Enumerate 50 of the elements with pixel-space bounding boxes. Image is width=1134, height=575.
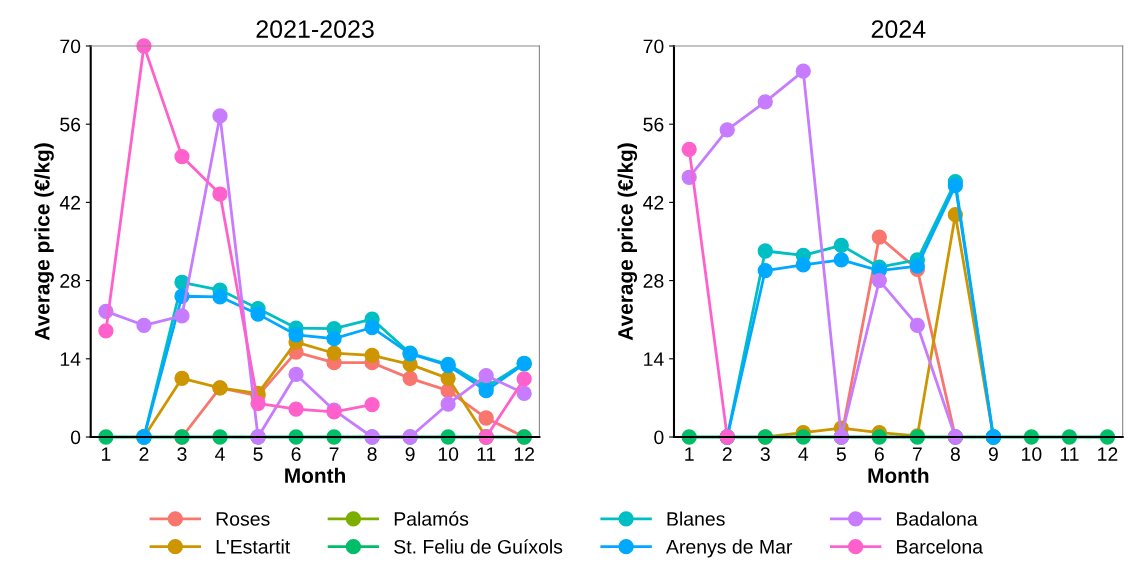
x-tick-label: 9 xyxy=(988,447,998,461)
x-tick-label: 7 xyxy=(912,447,922,461)
x-tick-label: 3 xyxy=(177,447,187,461)
x-tick-label: 9 xyxy=(405,447,415,461)
x-tick-label: 6 xyxy=(874,447,884,461)
legend-label: St. Feliu de Guíxols xyxy=(394,539,563,554)
x-tick-label: 8 xyxy=(367,447,377,461)
x-tick-label: 10 xyxy=(438,447,459,461)
x-tick-label: 2 xyxy=(139,447,149,461)
y-axis-title: Average price (€/kg) xyxy=(34,143,54,341)
y-tick-label: 42 xyxy=(643,195,664,210)
legend-label: Arenys de Mar xyxy=(666,539,793,558)
chart-title: 2021-2023 xyxy=(256,20,374,38)
y-tick-label: 56 xyxy=(60,117,81,132)
y-tick-label: 42 xyxy=(59,195,81,210)
x-tick-label: 1 xyxy=(102,447,111,461)
x-tick-label: 12 xyxy=(514,447,535,461)
x-tick-label: 12 xyxy=(1098,447,1118,461)
y-tick-label: 0 xyxy=(654,430,664,445)
legend-label: Roses xyxy=(216,512,270,526)
y-tick-label: 70 xyxy=(60,39,81,54)
x-axis-title: Month xyxy=(285,467,345,483)
y-tick-label: 28 xyxy=(60,274,81,288)
x-tick-label: 4 xyxy=(215,447,225,461)
x-tick-label: 1 xyxy=(685,447,694,461)
legend-label: Blanes xyxy=(667,511,725,526)
x-tick-label: 5 xyxy=(836,447,846,461)
x-tick-label: 4 xyxy=(798,447,809,461)
x-tick-label: 2 xyxy=(722,447,732,461)
legend-label: L'Estartit xyxy=(216,539,291,554)
y-tick-label: 14 xyxy=(644,352,664,366)
y-tick-label: 70 xyxy=(643,39,664,54)
x-tick-label: 10 xyxy=(1022,447,1042,461)
x-tick-label: 8 xyxy=(950,447,960,461)
y-tick-label: 14 xyxy=(60,352,81,366)
legend-label: Palamós xyxy=(394,511,469,526)
y-axis-title: Average price (€/kg) xyxy=(617,143,638,341)
x-tick-label: 7 xyxy=(329,447,339,461)
x-tick-label: 11 xyxy=(1060,447,1079,461)
x-tick-label: 6 xyxy=(291,447,301,461)
x-tick-label: 11 xyxy=(477,447,496,461)
legend-label: Barcelona xyxy=(897,539,984,554)
y-tick-label: 0 xyxy=(70,430,81,445)
x-tick-label: 3 xyxy=(760,447,770,461)
chart-title: 2024 xyxy=(871,20,926,38)
y-tick-label: 56 xyxy=(643,117,664,132)
legend-label: Badalona xyxy=(897,511,978,526)
y-tick-label: 28 xyxy=(643,274,664,288)
x-axis-title: Month xyxy=(868,467,929,483)
x-tick-label: 5 xyxy=(253,447,263,461)
